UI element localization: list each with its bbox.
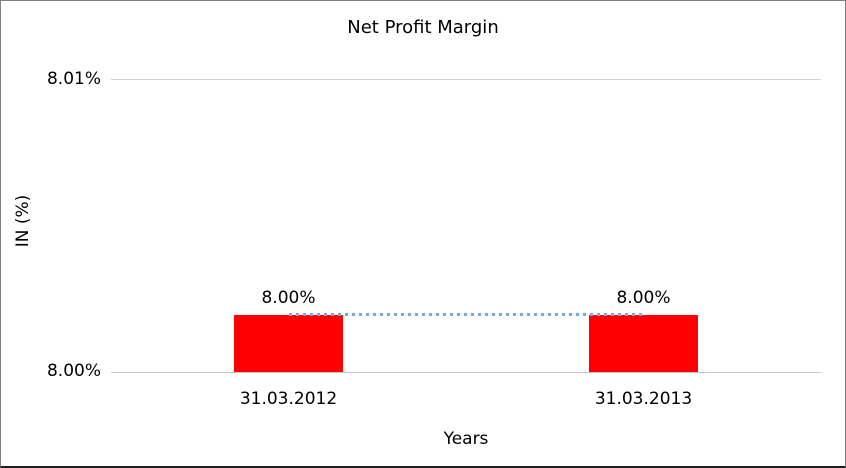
trendline — [288, 313, 644, 316]
y-tick-label: 8.00% — [46, 361, 101, 381]
bar — [234, 315, 343, 372]
x-tick-label: 31.03.2012 — [239, 389, 338, 409]
x-tick-label: 31.03.2013 — [594, 389, 693, 409]
bar-data-label: 8.00% — [261, 288, 316, 308]
plot-area: 8.00% 8.00% — [111, 79, 821, 373]
y-axis-title: IN (%) — [13, 194, 33, 248]
chart-title: Net Profit Margin — [347, 17, 499, 38]
bar — [589, 315, 698, 372]
x-axis-title: Years — [443, 429, 489, 449]
bar-data-label: 8.00% — [616, 288, 671, 308]
y-tick-label: 8.01% — [46, 69, 101, 89]
